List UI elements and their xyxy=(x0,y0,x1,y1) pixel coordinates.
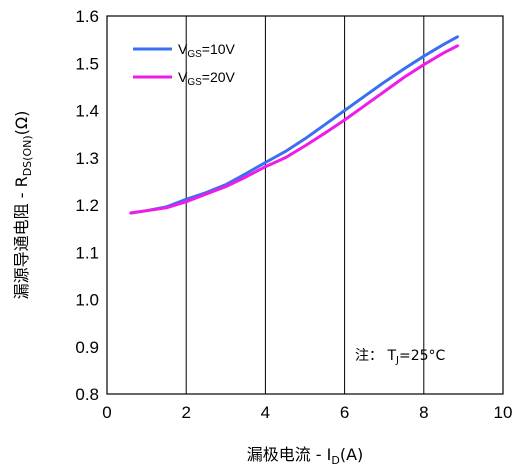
plot-background xyxy=(107,16,503,394)
x-tick-label: 10 xyxy=(494,403,513,422)
x-tick-label: 2 xyxy=(181,403,190,422)
y-tick-label: 0.8 xyxy=(75,385,99,404)
grid-lines xyxy=(185,16,425,394)
y-tick-label: 1.3 xyxy=(75,149,99,168)
tick-labels: 0 2 4 6 8 10 0.8 0.9 1.0 1.1 1.2 1.3 1.4 1.5 1.6 xyxy=(75,7,512,422)
y-tick-label: 1.5 xyxy=(75,54,99,73)
series-layer xyxy=(129,35,459,215)
y-tick-label: 1.2 xyxy=(75,196,99,215)
series-line-1 xyxy=(129,44,459,215)
legend-label-vgs20: VGS=20V xyxy=(178,69,236,88)
x-tick-label: 6 xyxy=(340,403,349,422)
x-axis-label: 漏极电流 - ID(A) xyxy=(247,445,364,467)
y-tick-label: 1.1 xyxy=(75,243,99,262)
series-line-0 xyxy=(129,35,459,215)
y-tick-label: 1.4 xyxy=(75,102,99,121)
x-tick-label: 0 xyxy=(102,403,111,422)
y-tick-label: 1.0 xyxy=(75,291,99,310)
x-tick-label: 8 xyxy=(419,403,428,422)
legend-label-vgs10: VGS=10V xyxy=(178,41,236,60)
plot-frame xyxy=(106,15,504,395)
y-tick-label: 0.9 xyxy=(75,338,99,357)
legend: VGS=10V VGS=20V xyxy=(133,41,236,88)
y-axis-label: 漏源导通电阻 - RDS(ON)(Ω) xyxy=(12,111,34,300)
y-tick-label: 1.6 xyxy=(75,7,99,26)
temperature-note: 注： TJ=25°C xyxy=(355,348,446,366)
x-tick-label: 4 xyxy=(261,403,270,422)
